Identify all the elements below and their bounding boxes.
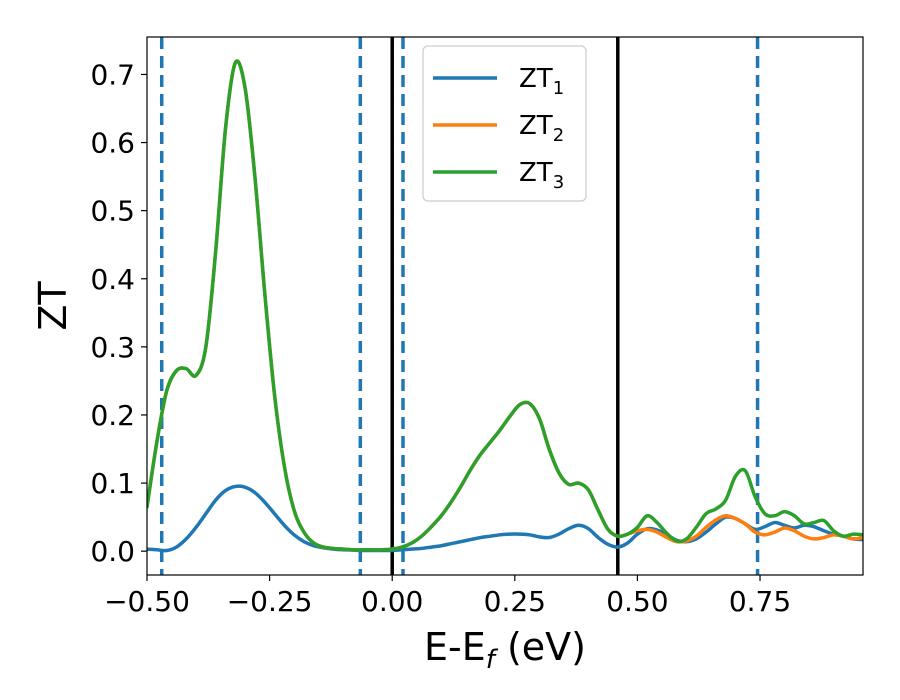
x-axis-title: E-Ef (eV)	[424, 625, 586, 675]
plot-frame	[146, 36, 864, 576]
y-tick-label: 0.5	[90, 195, 135, 228]
y-tick-label: 0.4	[90, 263, 135, 296]
y-tick-label: 0.3	[90, 331, 135, 364]
series-line-zt3	[147, 59, 863, 552]
svg-text:E-Ef (eV): E-Ef (eV)	[424, 625, 586, 675]
legend-label-zt1: ZT1	[519, 64, 564, 99]
x-axis-title-tail: (eV)	[495, 625, 586, 669]
vertical-reference-lines	[159, 37, 760, 575]
legend-box	[422, 45, 587, 202]
y-tick-label: 0.2	[90, 399, 135, 432]
x-tick-label: 0.75	[729, 585, 791, 618]
legend: ZT1 ZT2 ZT3	[422, 45, 587, 202]
y-tick-label: 0.1	[90, 467, 135, 500]
y-axis-title: ZT	[31, 281, 75, 331]
y-tick-label: 0.6	[90, 127, 135, 160]
x-tick-label: −0.25	[227, 585, 313, 618]
x-tick-label: −0.50	[104, 585, 190, 618]
y-tick-label: 0.7	[90, 58, 135, 91]
x-tick-label: 0.25	[484, 585, 546, 618]
legend-label-zt3: ZT3	[519, 158, 564, 193]
x-axis-ticks: −0.50 −0.25 0.00 0.25 0.50 0.75	[104, 575, 791, 618]
x-tick-label: 0.00	[361, 585, 423, 618]
x-axis-title-main: E-E	[424, 625, 486, 669]
y-axis-ticks: 0.0 0.1 0.2 0.3 0.4 0.5 0.6 0.7	[90, 58, 147, 568]
y-tick-label: 0.0	[90, 535, 135, 568]
series-lines	[147, 59, 863, 553]
x-tick-label: 0.50	[606, 585, 668, 618]
legend-label-zt2: ZT2	[519, 111, 564, 146]
